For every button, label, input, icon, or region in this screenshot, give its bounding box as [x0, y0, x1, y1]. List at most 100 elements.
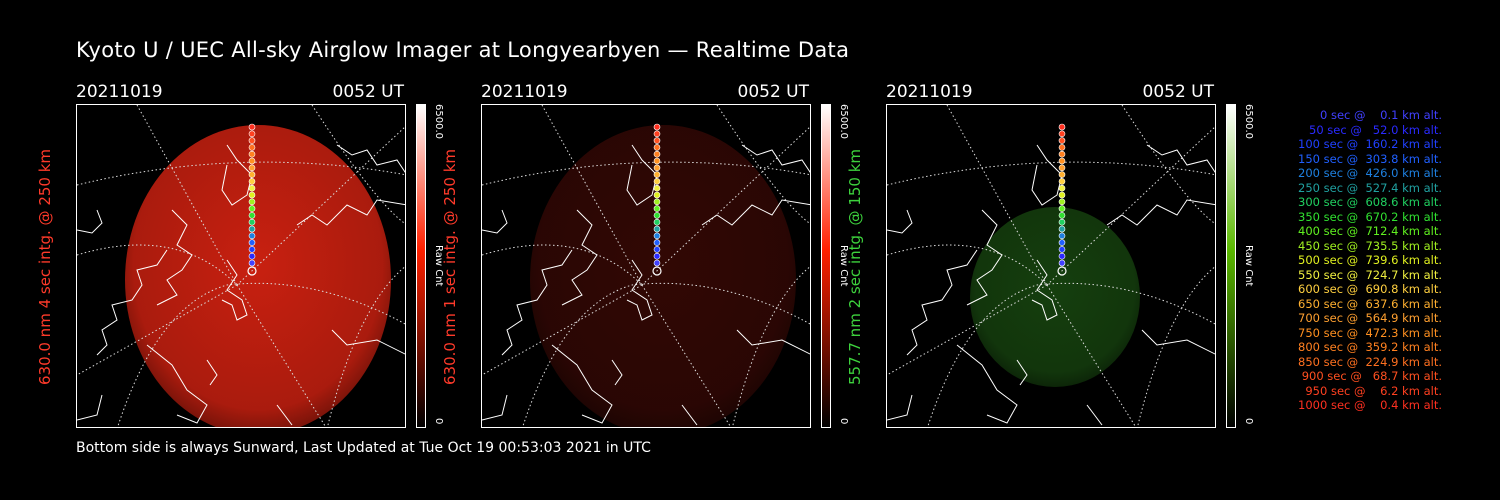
coastline	[296, 199, 405, 226]
legend-row: 550 sec @ 724.7 km alt.	[1298, 267, 1442, 282]
legend-row: 950 sec @ 6.2 km alt.	[1305, 383, 1442, 398]
legend-row: 900 sec @ 68.7 km alt.	[1301, 369, 1442, 383]
trajectory-point	[653, 225, 661, 233]
airglow-disk	[970, 207, 1140, 387]
legend-row: 800 sec @ 359.2 km alt.	[1298, 340, 1442, 354]
trajectory-point	[653, 212, 661, 219]
grid-line	[482, 161, 810, 186]
station-marker	[1057, 266, 1067, 276]
panel-ylabel: 630.0 nm 4 sec intg. @ 250 km	[34, 102, 56, 432]
panel-ylabel: 630.0 nm 1 sec intg. @ 250 km	[439, 102, 461, 432]
trajectory-point	[653, 178, 661, 185]
legend-row: 150 sec @ 303.8 km alt.	[1298, 151, 1442, 166]
grid-line	[716, 105, 810, 225]
grid-line	[311, 105, 405, 225]
grid-line	[117, 282, 405, 427]
trajectory-point	[653, 191, 661, 199]
coastline	[96, 249, 168, 356]
trajectory-point	[653, 123, 661, 131]
coastline	[1141, 329, 1215, 355]
panel-ylabel-text: 557.7 nm 2 sec intg. @ 150 km	[846, 148, 864, 386]
trajectory-point	[248, 246, 256, 253]
trajectory-point	[653, 164, 661, 172]
trajectory-point	[248, 212, 256, 219]
legend-row: 250 sec @ 527.4 km alt.	[1298, 180, 1442, 195]
trajectory-point	[1058, 198, 1066, 206]
station-marker	[652, 266, 662, 276]
trajectory-point	[248, 164, 256, 172]
legend-row: 100 sec @ 160.2 km alt.	[1298, 137, 1442, 151]
coastline	[1086, 404, 1103, 426]
coastline	[887, 209, 913, 234]
allsky-image	[481, 104, 811, 428]
allsky-map-svg	[887, 105, 1215, 427]
trajectory-point	[1058, 144, 1066, 151]
panel-ylabel-text: 630.0 nm 4 sec intg. @ 250 km	[36, 148, 54, 386]
trajectory-point	[1058, 184, 1066, 192]
trajectory-point	[653, 246, 661, 253]
panel-ylabel: 557.7 nm 2 sec intg. @ 150 km	[844, 102, 866, 432]
trajectory-point	[653, 144, 661, 151]
grid-line	[77, 244, 238, 286]
trajectory-point	[1058, 259, 1066, 267]
trajectory-point	[653, 239, 661, 246]
trajectory-point	[1058, 157, 1066, 165]
image-panel-3: 20211019 0052 UT 557.7 nm 2 sec intg. @ …	[846, 82, 1296, 432]
grid-line	[641, 126, 810, 286]
trajectory-point	[653, 232, 661, 240]
trajectory-point	[1058, 218, 1066, 226]
trajectory-point	[248, 137, 256, 144]
trajectory-point	[248, 150, 256, 158]
legend-row: 50 sec @ 52.0 km alt.	[1309, 122, 1442, 137]
allsky-map-svg	[482, 105, 810, 427]
legend-row: 750 sec @ 472.3 km alt.	[1298, 325, 1442, 340]
coastline	[1016, 359, 1028, 386]
trajectory-point	[1058, 246, 1066, 253]
legend-row: 850 sec @ 224.9 km alt.	[1298, 354, 1442, 369]
coastline	[551, 344, 613, 424]
grid-line	[522, 282, 810, 427]
grid-line	[236, 284, 327, 427]
grid-line	[482, 244, 643, 286]
grid-line	[887, 161, 1215, 186]
legend-row: 500 sec @ 739.6 km alt.	[1298, 253, 1442, 267]
panel-date: 20211019	[481, 82, 568, 102]
colorbar-unit: Raw Cnt	[1243, 245, 1254, 287]
panel-time: 0052 UT	[1142, 82, 1215, 102]
trajectory-point	[1058, 191, 1066, 199]
airglow-disk	[530, 125, 796, 427]
coastline	[626, 259, 653, 321]
coastline	[1031, 259, 1058, 321]
coastline	[156, 209, 193, 306]
legend-row: 600 sec @ 690.8 km alt.	[1298, 282, 1442, 296]
trajectory-point	[248, 252, 256, 260]
grid-line	[1046, 126, 1215, 286]
trajectory-point	[248, 130, 256, 138]
page-title: Kyoto U / UEC All-sky Airglow Imager at …	[76, 38, 850, 62]
trajectory-point	[1058, 130, 1066, 138]
grid-line	[887, 244, 1048, 286]
airglow-disk	[125, 125, 391, 427]
trajectory-point	[1058, 150, 1066, 158]
trajectory-point	[248, 218, 256, 226]
coastline	[206, 359, 218, 386]
trajectory-legend: 0 sec @ 0.1 km alt. 50 sec @ 52.0 km alt.…	[1262, 108, 1442, 413]
coastline	[906, 249, 978, 356]
legend-row: 300 sec @ 608.6 km alt.	[1298, 195, 1442, 209]
grid-line	[641, 284, 732, 427]
trajectory-point	[653, 171, 661, 178]
image-panel-1: 20211019 0052 UT 630.0 nm 4 sec intg. @ …	[36, 82, 486, 432]
colorbar	[1226, 104, 1236, 428]
trajectory-point	[1058, 252, 1066, 260]
allsky-image	[886, 104, 1216, 428]
trajectory-point	[1058, 164, 1066, 172]
coastline	[482, 209, 508, 234]
grid-line	[887, 284, 1048, 376]
trajectory-point	[248, 205, 256, 212]
trajectory-point	[248, 225, 256, 233]
trajectory-point	[1058, 123, 1066, 131]
trajectory-point	[1058, 171, 1066, 178]
coastline	[482, 394, 508, 421]
trajectory-point	[653, 259, 661, 267]
grid-line	[1136, 266, 1215, 427]
